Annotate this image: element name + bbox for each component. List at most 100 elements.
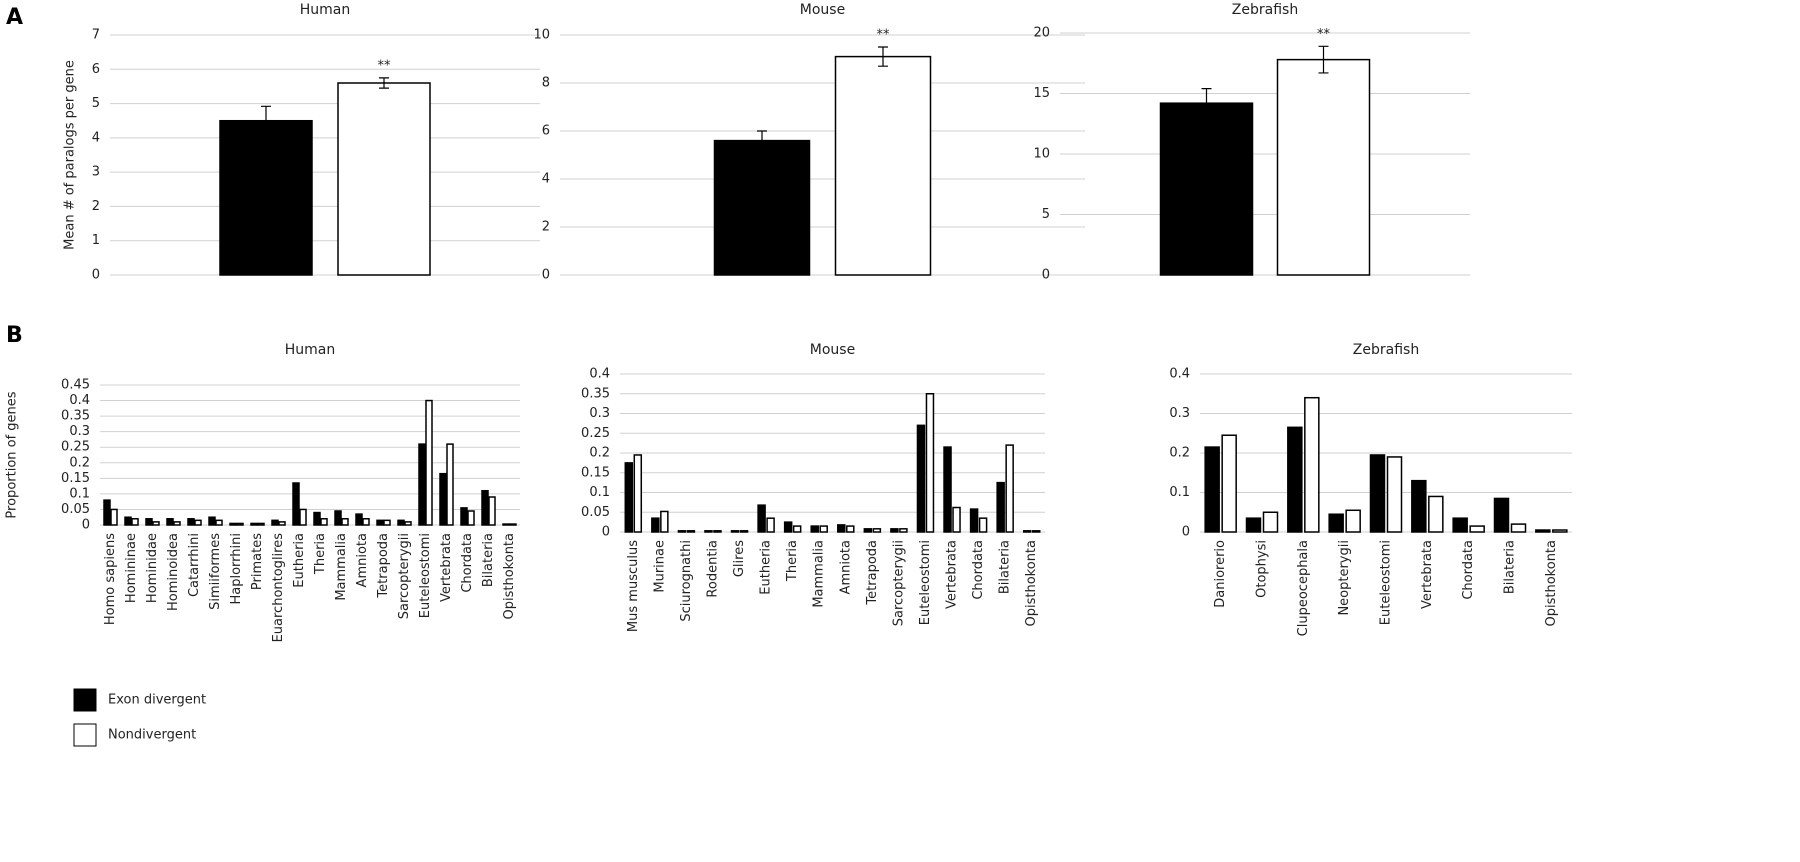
x-tick-label: Chordata [971, 540, 986, 600]
y-tick-label: 8 [542, 76, 550, 91]
bar [439, 472, 447, 526]
bar [355, 513, 363, 526]
bar [624, 462, 634, 533]
bar [978, 517, 988, 533]
bar [292, 482, 300, 526]
bar [1469, 525, 1485, 533]
error-bar [379, 77, 389, 89]
bar [1510, 523, 1527, 533]
bar [509, 523, 517, 526]
bar [166, 518, 174, 526]
bar [1535, 529, 1551, 533]
y-tick-label: 10 [533, 28, 550, 43]
bar [131, 518, 139, 526]
panel-label: A [6, 5, 23, 30]
bar [376, 519, 384, 526]
bar [110, 508, 118, 526]
y-tick-label: 0.2 [69, 455, 90, 470]
x-tick-label: Hominidae [145, 533, 160, 603]
bar [1262, 511, 1279, 533]
bar [1386, 456, 1403, 533]
x-tick-label: Primates [250, 533, 265, 590]
significance-label: ** [1317, 27, 1331, 42]
bar [943, 446, 952, 533]
x-tick-label: Amniota [355, 533, 370, 587]
significance-label: ** [378, 58, 392, 73]
bar [1276, 58, 1371, 276]
x-tick-label: Clupeocephala [1296, 540, 1311, 636]
bar [1022, 530, 1032, 533]
x-tick-label: Homo sapiens [103, 533, 118, 625]
y-tick-label: 7 [92, 28, 100, 43]
error-bar [261, 105, 271, 136]
chart-title: Zebrafish [1232, 2, 1298, 18]
bar [425, 399, 433, 526]
bar [730, 530, 740, 533]
x-tick-label: Tetrapoda [376, 533, 391, 599]
bar [969, 508, 979, 533]
y-tick-label: 0 [1182, 525, 1190, 540]
y-tick-label: 6 [92, 62, 100, 77]
y-tick-label: 20 [1033, 26, 1050, 41]
bar [899, 528, 908, 533]
x-tick-label: Otophysi [1255, 540, 1270, 598]
bar [383, 519, 391, 526]
bar [467, 510, 475, 526]
bar [124, 516, 132, 526]
x-tick-label: Glires [732, 540, 747, 577]
y-tick-label: 0.45 [61, 378, 90, 393]
y-tick-label: 1 [92, 233, 100, 248]
bar [651, 517, 660, 533]
bar [446, 443, 454, 526]
x-tick-label: Catarrhini [187, 533, 202, 597]
y-tick-label: 0.4 [69, 393, 90, 408]
x-tick-label: Chordata [1461, 540, 1476, 600]
bar [145, 518, 153, 526]
bar [488, 496, 496, 526]
bar [341, 518, 349, 526]
bar [502, 523, 510, 526]
bar [713, 530, 722, 533]
bar [187, 518, 195, 526]
bar [819, 525, 828, 533]
y-tick-label: 0.3 [589, 406, 610, 421]
x-tick-label: Tetrapoda [865, 540, 880, 606]
bar [208, 516, 216, 526]
bar [278, 521, 286, 526]
bar [418, 443, 426, 526]
y-axis-label: Mean # of paralogs per gene [63, 60, 78, 250]
y-tick-label: 0 [1042, 268, 1050, 283]
bar [713, 139, 811, 276]
bar [1411, 479, 1427, 533]
bar [173, 521, 181, 526]
significance-label: ** [877, 28, 891, 43]
bar [313, 511, 321, 526]
chart-title: Mouse [800, 2, 845, 18]
bar [739, 530, 749, 533]
error-bar [1318, 45, 1329, 74]
bar [1159, 102, 1254, 276]
x-tick-label: Mus musculus [626, 540, 641, 632]
bar [633, 454, 643, 533]
bar [337, 82, 431, 276]
y-tick-label: 0.25 [581, 426, 610, 441]
y-tick-label: 0.3 [1169, 406, 1190, 421]
y-tick-label: 0.1 [69, 486, 90, 501]
x-tick-label: Euteleostomi [1379, 540, 1394, 625]
x-tick-label: Homininae [124, 533, 139, 603]
x-tick-label: Sarcopterygii [891, 540, 906, 626]
x-tick-label: Eutheria [759, 540, 774, 595]
bar [792, 525, 802, 533]
bar [1369, 454, 1386, 533]
legend-label: Nondivergent [108, 728, 196, 743]
bar [1221, 434, 1237, 533]
y-tick-label: 0.05 [581, 505, 610, 520]
bar [257, 522, 265, 526]
y-tick-label: 0.4 [589, 367, 610, 382]
x-tick-label: Hominoidea [166, 533, 181, 611]
x-tick-label: Sciurognathi [679, 540, 694, 622]
chart-title: Human [300, 2, 351, 18]
x-tick-label: Daniorerio [1213, 540, 1228, 608]
bar [1493, 497, 1510, 533]
